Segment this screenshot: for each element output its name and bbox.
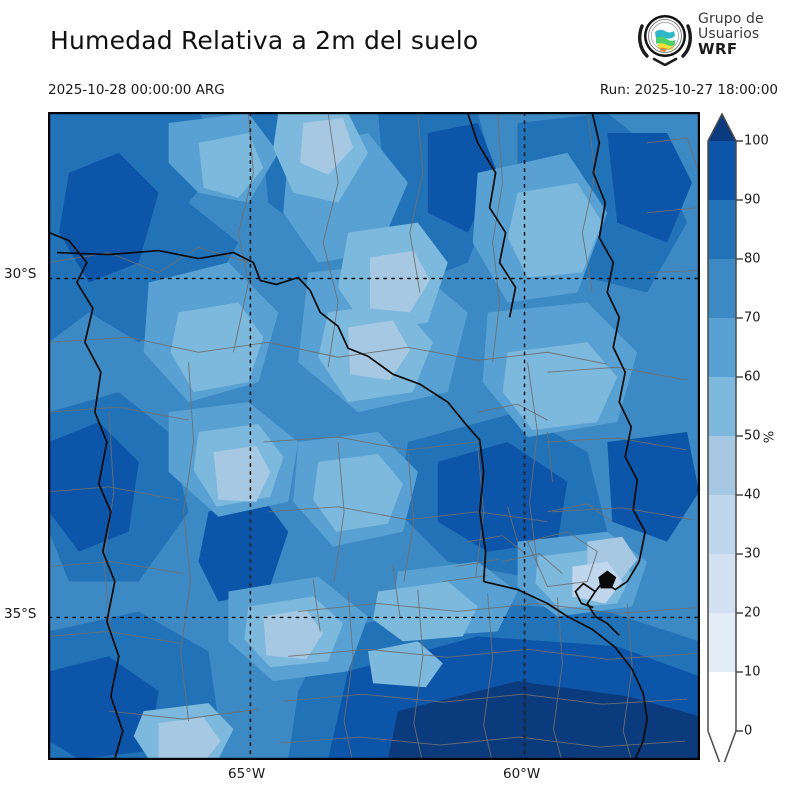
colorbar-tick-10: 10: [744, 664, 761, 680]
lat-tick-35s: 35°S: [4, 606, 37, 622]
colorbar-tick-60: 60: [744, 369, 761, 385]
logo-line-1: Grupo de: [698, 11, 764, 27]
colorbar[interactable]: 100 90 80 70 60 50 40 30 20 10 0 %: [700, 112, 800, 762]
lon-tick-60w: 60°W: [503, 766, 541, 782]
colorbar-tick-40: 40: [744, 487, 761, 503]
logo: Grupo de Usuarios WRF: [634, 8, 796, 68]
map-plot-area[interactable]: [48, 112, 700, 760]
logo-text: Grupo de Usuarios WRF: [698, 12, 764, 57]
run-time-label: Run: 2025-10-27 18:00:00: [599, 82, 778, 98]
valid-time-label: 2025-10-28 00:00:00 ARG: [48, 82, 225, 98]
wrf-globe-emblem-icon: [638, 15, 692, 66]
colorbar-tick-80: 80: [744, 251, 761, 267]
colorbar-tick-20: 20: [744, 605, 761, 621]
colorbar-tick-0: 0: [744, 723, 753, 739]
humidity-contour-map: [49, 113, 699, 759]
logo-line-3: WRF: [698, 40, 738, 58]
colorbar-tick-70: 70: [744, 310, 761, 326]
colorbar-unit-label: %: [762, 430, 778, 444]
lat-tick-30s: 30°S: [4, 266, 37, 282]
colorbar-tick-30: 30: [744, 546, 761, 562]
colorbar-tick-100: 100: [744, 133, 769, 149]
colorbar-gradient: [707, 112, 743, 762]
lon-tick-65w: 65°W: [228, 766, 266, 782]
page-title: Humedad Relativa a 2m del suelo: [50, 26, 479, 55]
colorbar-tick-90: 90: [744, 192, 761, 208]
colorbar-tick-50: 50: [744, 428, 761, 444]
logo-line-2: Usuarios: [698, 26, 760, 42]
